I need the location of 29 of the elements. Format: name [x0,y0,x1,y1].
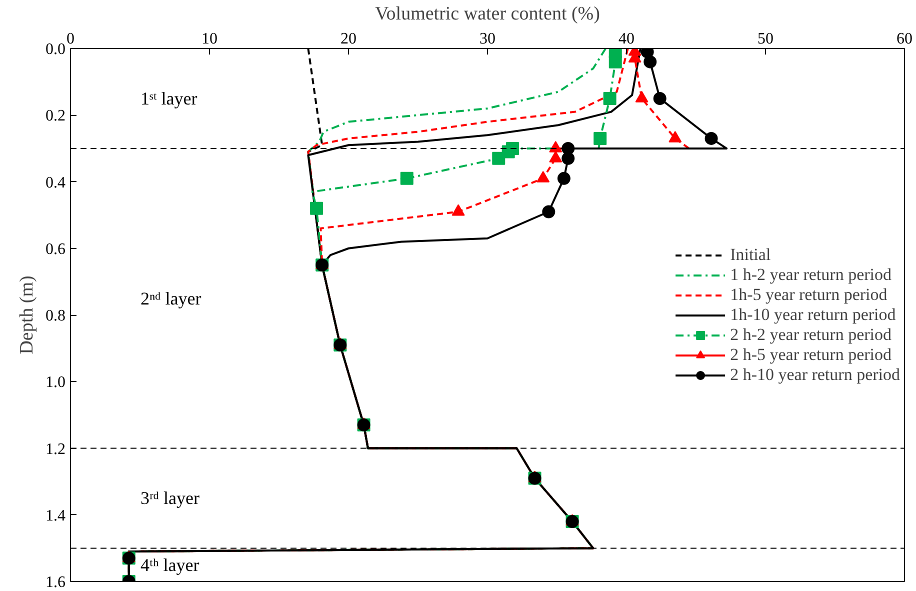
y-tick-label: 1.2 [46,440,66,458]
x-tick-label: 0 [66,30,74,48]
legend-label: 1 h-2 year return period [730,264,892,284]
legend-label: 1h-5 year return period [730,284,888,304]
y-tick-label: 0.4 [46,174,66,192]
annotation: 1ˢᵗ layer [140,88,198,108]
legend-label: 1h-10 year return period [730,304,896,324]
y-tick-label: 1.4 [46,507,66,524]
legend-label: 2 h-2 year return period [730,324,892,344]
legend-label: Initial [730,244,771,264]
annotation: 4ᵗʰ layer [140,554,200,575]
annotation: 2ⁿᵈ layer [140,288,202,308]
y-tick-label: 1.6 [46,574,66,591]
legend-label: 2 h-10 year return period [730,364,900,384]
x-tick-label: 30 [480,30,496,48]
y-tick-label: 0.8 [46,308,66,324]
y-axis-title: Depth (m) [16,276,38,354]
x-tick-label: 20 [340,30,356,48]
x-tick-label: 60 [896,30,912,48]
annotation: 3ʳᵈ layer [140,488,200,508]
x-tick-label: 40 [618,30,634,48]
y-tick-label: 1.0 [46,374,66,392]
x-tick-label: 50 [758,30,774,48]
y-tick-label: 0.2 [46,108,66,125]
x-tick-label: 10 [202,30,218,48]
x-axis-title: Volumetric water content (%) [375,4,600,24]
legend-label: 2 h-5 year return period [730,344,892,364]
y-tick-label: 0.6 [46,240,66,258]
y-tick-label: 0.0 [46,41,66,58]
